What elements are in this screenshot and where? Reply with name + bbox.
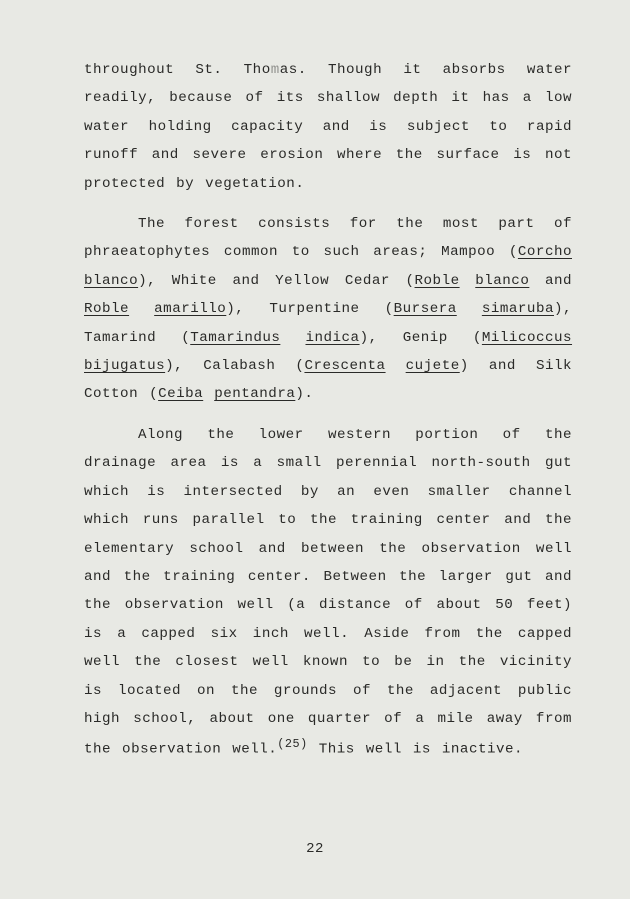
latin-name: simaruba	[482, 301, 554, 317]
text-run	[129, 301, 154, 317]
text-run: ), Calabash (	[165, 358, 304, 374]
text-run: ).	[295, 386, 313, 402]
latin-name: Crescenta	[304, 358, 385, 374]
latin-name: bijugatus	[84, 358, 165, 374]
latin-name: Bursera	[394, 301, 457, 317]
page-body: throughout St. Thomas. Though it absorbs…	[84, 56, 572, 764]
paragraph: Along the lower western portion of the d…	[84, 421, 572, 765]
document-page: throughout St. Thomas. Though it absorbs…	[0, 0, 630, 899]
latin-name: amarillo	[154, 301, 226, 317]
text-run: The forest consists for the most part of…	[84, 216, 572, 260]
paragraph: The forest consists for the most part of…	[84, 210, 572, 409]
text-run: m	[271, 62, 280, 78]
latin-name: Roble	[84, 301, 129, 317]
latin-name: blanco	[475, 273, 529, 289]
latin-name: Ceiba	[158, 386, 203, 402]
paragraph: throughout St. Thomas. Though it absorbs…	[84, 56, 572, 198]
latin-name: Tamarindus	[190, 330, 280, 346]
text-run: ), Turpentine (	[226, 301, 393, 317]
page-number: 22	[0, 835, 630, 863]
text-run: as. Though it absorbs water readily, bec…	[84, 62, 572, 192]
text-run: This well is inactive.	[308, 742, 523, 758]
text-run: and	[529, 273, 572, 289]
latin-name: cujete	[406, 358, 460, 374]
latin-name: pentandra	[214, 386, 295, 402]
text-run: ), White and Yellow Cedar (	[138, 273, 414, 289]
text-run	[280, 330, 305, 346]
latin-name: Roble	[415, 273, 460, 289]
text-run: Along the lower western portion of the d…	[84, 427, 572, 758]
text-run	[457, 301, 482, 317]
text-run: throughout St. Tho	[84, 62, 271, 78]
text-run: ), Genip (	[360, 330, 482, 346]
text-run	[203, 386, 214, 402]
footnote-ref: (25)	[277, 737, 307, 751]
text-run	[386, 358, 406, 374]
latin-name: Corcho	[518, 244, 572, 260]
latin-name: blanco	[84, 273, 138, 289]
latin-name: indica	[305, 330, 359, 346]
latin-name: Milicoccus	[482, 330, 572, 346]
text-run	[460, 273, 476, 289]
